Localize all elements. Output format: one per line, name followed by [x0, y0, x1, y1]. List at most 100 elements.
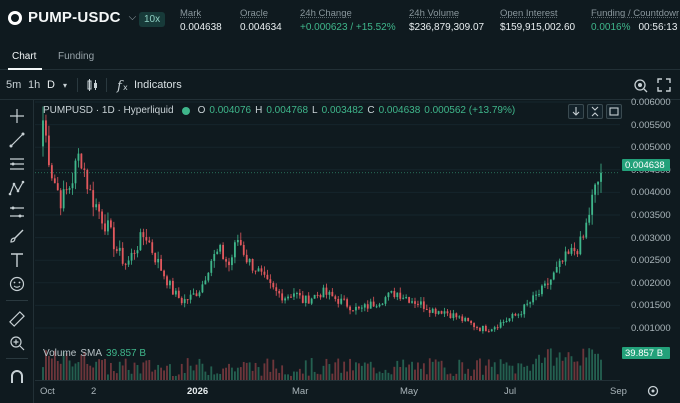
scroll-down-button[interactable]	[568, 104, 584, 119]
volume-bar	[145, 360, 148, 380]
reset-button[interactable]	[606, 104, 622, 119]
stat-24h-change: 24h Change +0.000623 / +15.52%	[300, 8, 396, 33]
candle	[558, 260, 561, 267]
candle	[464, 317, 467, 321]
volume-bar	[236, 367, 239, 380]
candle	[369, 301, 372, 309]
time-tick: 2	[91, 386, 97, 397]
tab-chart[interactable]: Chart	[12, 51, 37, 62]
timeframe-d[interactable]: D	[47, 79, 55, 91]
volume-bar	[346, 371, 349, 380]
ohlc-legend: PUMPUSD · 1D · Hyperliquid O 0.004076 H 0.…	[43, 105, 515, 116]
candle	[349, 306, 351, 311]
volume-bar	[549, 348, 552, 380]
volume-bar	[588, 348, 591, 380]
indicators-button[interactable]: Indicators	[134, 79, 182, 91]
text-icon[interactable]	[8, 251, 26, 269]
volume-bar	[304, 360, 307, 380]
volume-bar	[523, 366, 526, 380]
candle	[455, 313, 458, 318]
candle	[337, 298, 340, 304]
timeframe-5m[interactable]: 5m	[6, 79, 22, 91]
candle	[89, 189, 92, 191]
volume-bar	[142, 362, 145, 380]
visibility-icon[interactable]	[181, 106, 190, 115]
volume-bar	[561, 360, 564, 380]
volume-bar	[115, 373, 118, 380]
candle	[124, 263, 127, 265]
candle	[169, 280, 171, 286]
candle	[508, 318, 511, 322]
emoji-icon[interactable]	[8, 275, 26, 293]
candle	[204, 280, 207, 285]
candle	[104, 223, 106, 232]
chevron-down-icon[interactable]: ⌵	[128, 12, 137, 23]
pattern-icon[interactable]	[8, 179, 26, 197]
candle	[417, 303, 419, 305]
volume-bar	[257, 367, 260, 380]
volume-bar	[334, 362, 337, 380]
candle	[561, 260, 564, 262]
volume-bar	[133, 362, 136, 380]
price-axis[interactable]: 0.0060000.0055000.0050000.0045000.004000…	[620, 97, 680, 380]
candle	[225, 259, 227, 262]
zoom-in-icon[interactable]	[8, 334, 26, 352]
symbol-selector[interactable]: PUMP-USDC ⌵	[8, 9, 136, 26]
legend-o-label: O	[197, 105, 206, 116]
timeframe-1h[interactable]: 1h	[28, 79, 41, 91]
volume-bar	[239, 367, 242, 380]
volume-bar	[440, 360, 443, 380]
candle	[222, 244, 225, 260]
candle	[210, 260, 213, 273]
volume-bar	[86, 363, 89, 380]
time-axis[interactable]: Oct 2 2026 Mar May Jul Sep	[35, 380, 659, 403]
candle	[183, 299, 186, 304]
candle	[431, 308, 434, 313]
time-tick: Jul	[504, 386, 517, 397]
candle	[375, 306, 378, 308]
magnet-icon[interactable]	[8, 368, 26, 386]
candle	[576, 251, 579, 255]
screenshot-icon[interactable]	[632, 77, 648, 93]
volume-bar	[95, 361, 98, 380]
brush-icon[interactable]	[8, 227, 26, 245]
volume-bar	[65, 353, 68, 380]
settings-icon[interactable]	[646, 384, 660, 398]
volume-bar	[71, 366, 74, 380]
ruler-icon[interactable]	[8, 310, 26, 328]
volume-bar	[496, 374, 499, 380]
time-tick: 2026	[187, 386, 209, 397]
function-icon[interactable]: f x	[114, 77, 130, 93]
price-tick: 0.003500	[631, 210, 671, 221]
candle-type-icon[interactable]	[84, 77, 100, 93]
tab-funding[interactable]: Funding	[58, 51, 95, 62]
volume-bar	[414, 369, 416, 380]
volume-bar	[272, 359, 275, 380]
horizontal-lines-icon[interactable]	[8, 155, 26, 173]
volume-bar	[564, 357, 567, 380]
leverage-badge[interactable]: 10x	[139, 12, 166, 27]
measure-icon[interactable]	[8, 203, 26, 221]
candle	[461, 316, 464, 321]
volume-bar	[473, 369, 475, 380]
volume-bar	[384, 369, 387, 380]
collapse-button[interactable]	[587, 104, 603, 119]
candle	[145, 237, 148, 241]
price-chart[interactable]	[35, 100, 620, 380]
volume-bar	[310, 358, 313, 380]
volume-bar	[434, 359, 437, 380]
chevron-down-icon[interactable]: ▾	[63, 81, 68, 90]
volume-bar	[369, 361, 372, 380]
fullscreen-icon[interactable]	[656, 77, 672, 93]
volume-bar	[231, 367, 233, 380]
volume-bar	[251, 370, 254, 380]
candle	[295, 292, 298, 294]
candle	[180, 297, 183, 304]
candle	[77, 153, 80, 161]
candle	[340, 298, 343, 304]
trend-line-icon[interactable]	[8, 131, 26, 149]
candle	[272, 283, 275, 288]
stat-label: Funding / Countdowr	[591, 8, 680, 19]
volume-bar	[174, 375, 177, 380]
crosshair-icon[interactable]	[8, 107, 26, 125]
